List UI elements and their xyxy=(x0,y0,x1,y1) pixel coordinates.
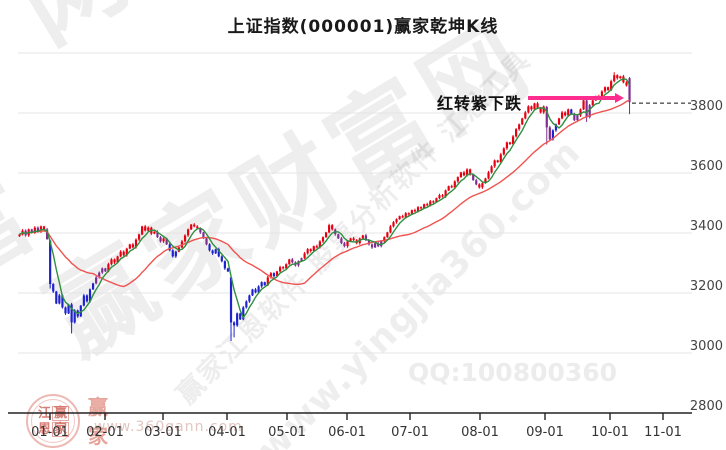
y-axis-label: 3200 xyxy=(690,279,723,294)
x-axis: 01-01 02-01 03-01 04-01 05-01 06-01 07-01 08-01… xyxy=(8,412,692,440)
x-axis-label: 08-01 xyxy=(461,425,499,440)
x-axis-label: 10-01 xyxy=(591,425,629,440)
y-axis-label: 3800 xyxy=(690,99,723,114)
y-axis-label: 3600 xyxy=(690,159,723,174)
signal-annotation-label: 红转紫下跌 xyxy=(437,94,523,113)
annotation-arrow xyxy=(528,93,624,103)
ma-fast-line xyxy=(19,77,631,320)
page-title: 上证指数(000001)赢家乾坤K线 xyxy=(227,17,499,37)
x-axis-label: 04-01 xyxy=(208,425,246,440)
x-axis-label: 07-01 xyxy=(391,425,429,440)
x-axis-label: 06-01 xyxy=(328,425,366,440)
y-axis-label: 3000 xyxy=(690,339,723,354)
y-axis-label: 3400 xyxy=(690,219,723,234)
x-axis-label: 11-01 xyxy=(644,425,682,440)
x-axis-label: 02-01 xyxy=(86,425,124,440)
x-axis-label: 05-01 xyxy=(268,425,306,440)
candles xyxy=(18,72,631,341)
x-axis-label: 03-01 xyxy=(144,425,182,440)
x-axis-label: 01-01 xyxy=(31,425,69,440)
y-axis-label: 2800 xyxy=(690,399,723,414)
ma-slow-line xyxy=(19,99,630,288)
x-axis-label: 09-01 xyxy=(526,425,564,440)
